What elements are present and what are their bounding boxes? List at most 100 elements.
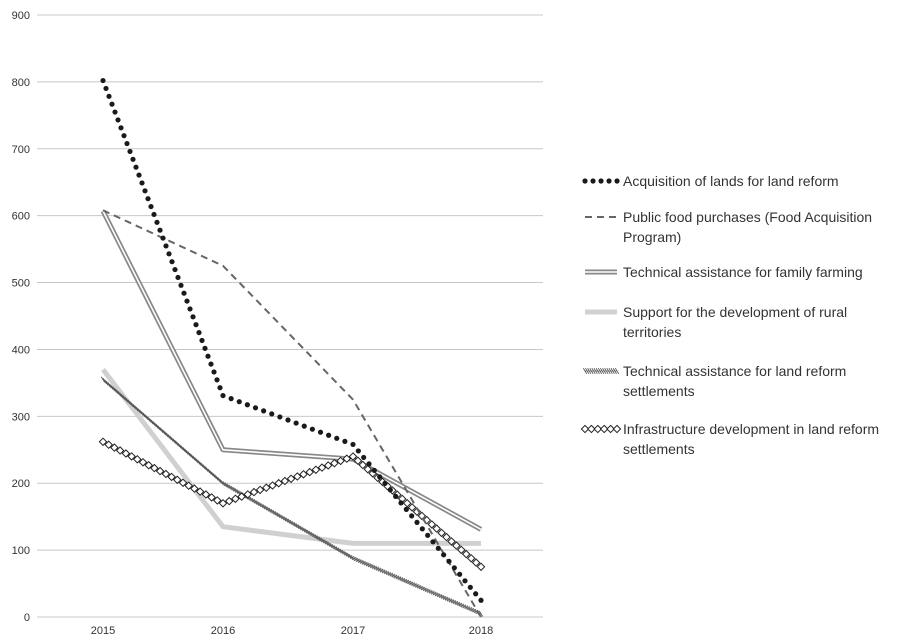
series-hatch: [478, 610, 484, 617]
series-marker: [456, 545, 466, 555]
series-hatch: [284, 516, 289, 523]
series-dot: [112, 109, 118, 115]
series-hatch: [224, 482, 229, 489]
series-hatch: [214, 474, 219, 481]
series-dot: [409, 513, 415, 519]
y-tick-label: 800: [12, 77, 30, 89]
series-lines: [98, 77, 486, 618]
series-marker: [407, 503, 417, 512]
series-hatch: [270, 508, 275, 515]
legend-label: Program): [623, 229, 681, 245]
series-dot: [211, 369, 217, 375]
series-dot: [151, 211, 157, 218]
series-hatch: [385, 570, 390, 577]
series-dot: [387, 487, 393, 493]
series-hatch: [456, 600, 461, 607]
series-hatch: [357, 557, 362, 564]
series-hatch: [180, 445, 186, 452]
series-hatch: [255, 500, 260, 507]
series-hatch: [205, 467, 211, 474]
series-line-1: [102, 209, 482, 618]
series-marker: [606, 424, 615, 434]
series-dot: [350, 441, 356, 448]
series-marker: [447, 537, 456, 546]
series-line-5: [580, 424, 622, 434]
x-tick-label: 2018: [469, 625, 493, 636]
series-hatch: [383, 569, 388, 576]
y-tick-label: 600: [12, 211, 30, 223]
series-hatch: [432, 590, 437, 597]
series-marker: [243, 490, 253, 499]
series-marker: [305, 467, 315, 477]
series-hatch: [102, 377, 107, 385]
series-marker: [286, 474, 296, 484]
series-hatch: [329, 542, 335, 550]
series-dot: [301, 423, 307, 429]
series-dot: [377, 474, 383, 480]
series-hatch: [234, 487, 239, 494]
series-hatch: [409, 580, 414, 587]
series-marker: [98, 437, 108, 447]
series-hatch: [438, 592, 443, 600]
series-hatch: [452, 599, 457, 606]
series-hatch: [324, 539, 329, 546]
series-hatch: [301, 526, 306, 533]
series-hatch: [190, 454, 196, 461]
series-hatch: [316, 535, 321, 542]
series-hatch: [160, 428, 166, 435]
series-hatch: [349, 554, 354, 561]
series-dot: [598, 178, 604, 184]
series-line-0: [100, 77, 484, 603]
legend-label: Acquisition of lands for land reform: [623, 173, 839, 189]
series-hatch: [107, 382, 112, 389]
series-hatch: [215, 475, 221, 482]
series-dot: [199, 337, 205, 344]
y-tick-label: 100: [12, 545, 30, 557]
series-marker: [207, 493, 216, 502]
series-dot: [425, 532, 431, 538]
series-hatch: [593, 367, 598, 375]
x-tick-label: 2017: [341, 625, 365, 636]
series-dot: [371, 467, 377, 474]
series-hatch: [322, 538, 327, 545]
series-dot: [285, 417, 291, 423]
series-marker: [127, 452, 136, 461]
series-hatch: [272, 509, 277, 516]
y-tick-label: 400: [12, 344, 30, 356]
series-marker: [268, 481, 277, 490]
series-dot: [398, 500, 404, 506]
series-hatch: [162, 429, 167, 436]
series-hatch: [411, 581, 417, 588]
series-marker: [476, 562, 486, 572]
series-dot: [202, 345, 208, 351]
series-marker: [167, 472, 176, 482]
series-marker: [417, 511, 427, 521]
series-hatch: [326, 540, 331, 547]
series-hatch: [164, 431, 169, 438]
series-dot: [208, 361, 214, 367]
series-hatch: [597, 367, 602, 375]
series-hatch: [354, 556, 360, 563]
series-hatch: [110, 385, 116, 392]
series-hatch: [608, 367, 613, 375]
series-dot: [205, 353, 211, 359]
series-dot: [139, 180, 145, 186]
series-hatch: [185, 449, 191, 457]
legend-item: Infrastructure development in land refor…: [580, 421, 879, 457]
series-marker: [115, 446, 125, 455]
series-marker: [218, 498, 228, 508]
legend-label: settlements: [623, 383, 695, 399]
x-tick-label: 2016: [211, 625, 235, 636]
series-marker: [452, 541, 461, 550]
series-hatch: [115, 389, 121, 396]
series-hatch: [436, 592, 441, 599]
series-hatch: [604, 367, 609, 375]
series-hatch: [100, 376, 106, 383]
series-dot: [127, 148, 133, 155]
series-hatch: [361, 559, 366, 566]
series-hatch: [114, 388, 119, 395]
series-hatch: [200, 462, 206, 469]
series-marker: [353, 456, 363, 466]
series-dot: [236, 399, 242, 405]
series-hatch: [377, 566, 382, 573]
